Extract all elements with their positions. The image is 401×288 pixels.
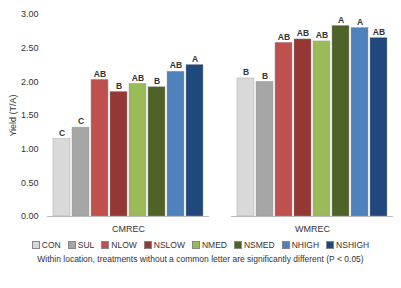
svg-text:1.50: 1.50 xyxy=(21,110,39,120)
svg-text:1.00: 1.00 xyxy=(21,144,39,154)
html-text:SUL: SUL xyxy=(77,240,95,250)
svg-text:Yield (T/A): Yield (T/A) xyxy=(8,94,18,136)
svg-text:C: C xyxy=(59,128,65,138)
svg-text:AB: AB xyxy=(170,60,182,70)
svg-text:CMREC: CMREC xyxy=(112,224,145,234)
html-text:Within location, treatments wi: Within location, treatments without a co… xyxy=(37,254,364,264)
svg-text:WMREC: WMREC xyxy=(295,224,330,234)
svg-text:AB: AB xyxy=(316,30,328,40)
svg-text:AB: AB xyxy=(94,69,106,79)
html-text:CON: CON xyxy=(41,240,61,250)
svg-text:B: B xyxy=(154,76,160,86)
svg-text:AB: AB xyxy=(132,73,144,83)
svg-text:AB: AB xyxy=(373,27,385,37)
svg-text:0.00: 0.00 xyxy=(21,211,39,221)
html-text:NSHIGH: NSHIGH xyxy=(336,240,370,250)
svg-text:AB: AB xyxy=(278,32,290,42)
html-text:NHIGH: NHIGH xyxy=(291,240,320,250)
html-text:NLOW: NLOW xyxy=(111,240,137,250)
svg-text:A: A xyxy=(357,17,363,27)
svg-text:3.00: 3.00 xyxy=(21,9,39,19)
html-text:NSMED: NSMED xyxy=(244,240,275,250)
svg-text:AB: AB xyxy=(297,28,309,38)
svg-text:2.50: 2.50 xyxy=(21,43,39,53)
html-text:NSLOW: NSLOW xyxy=(153,240,185,250)
svg-text:B: B xyxy=(262,71,268,81)
svg-text:A: A xyxy=(338,15,344,25)
svg-text:A: A xyxy=(192,54,198,64)
svg-text:B: B xyxy=(243,67,249,77)
svg-text:0.50: 0.50 xyxy=(21,178,39,188)
svg-text:C: C xyxy=(78,116,84,126)
html-text:NMED: NMED xyxy=(202,240,227,250)
svg-text:B: B xyxy=(116,81,122,91)
svg-text:2.00: 2.00 xyxy=(21,77,39,87)
